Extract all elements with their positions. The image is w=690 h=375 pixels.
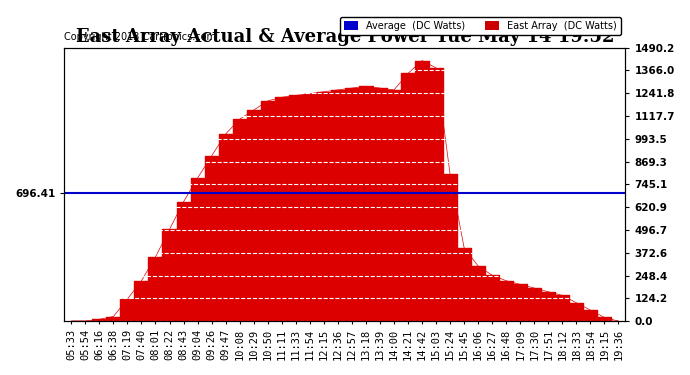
Legend: Average  (DC Watts), East Array  (DC Watts): Average (DC Watts), East Array (DC Watts… bbox=[339, 17, 620, 35]
Title: East Array Actual & Average Power Tue May 14 19:52: East Array Actual & Average Power Tue Ma… bbox=[76, 28, 614, 46]
Text: Copyright 2013 Cartronics.com: Copyright 2013 Cartronics.com bbox=[64, 32, 216, 42]
